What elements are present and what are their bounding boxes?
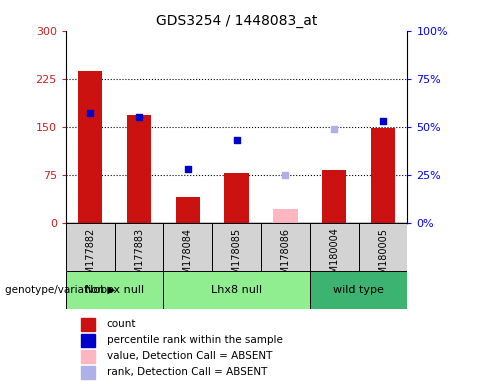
Bar xyxy=(163,223,212,271)
Point xyxy=(86,110,94,116)
Point xyxy=(233,137,241,143)
Text: GSM180004: GSM180004 xyxy=(329,227,339,286)
Text: genotype/variation ▶: genotype/variation ▶ xyxy=(5,285,115,295)
Bar xyxy=(224,173,249,223)
Bar xyxy=(212,223,261,271)
Bar xyxy=(261,223,310,271)
Bar xyxy=(310,271,407,309)
Bar xyxy=(310,223,359,271)
Text: GSM180005: GSM180005 xyxy=(378,227,388,286)
Bar xyxy=(81,350,95,363)
Bar xyxy=(115,223,163,271)
Point xyxy=(379,118,387,124)
Point xyxy=(330,126,338,132)
Bar xyxy=(176,197,200,223)
Text: GSM177883: GSM177883 xyxy=(134,227,144,286)
Text: rank, Detection Call = ABSENT: rank, Detection Call = ABSENT xyxy=(107,367,267,377)
Bar xyxy=(81,334,95,347)
Bar xyxy=(371,128,395,223)
Text: Lhx8 null: Lhx8 null xyxy=(211,285,262,295)
Bar xyxy=(66,223,115,271)
Bar xyxy=(163,271,310,309)
Title: GDS3254 / 1448083_at: GDS3254 / 1448083_at xyxy=(156,14,317,28)
Text: Nobox null: Nobox null xyxy=(85,285,144,295)
Text: GSM178085: GSM178085 xyxy=(232,227,242,286)
Bar xyxy=(359,223,407,271)
Point xyxy=(135,114,143,120)
Bar xyxy=(78,71,102,223)
Bar xyxy=(81,366,95,379)
Text: percentile rank within the sample: percentile rank within the sample xyxy=(107,335,283,345)
Text: count: count xyxy=(107,319,136,329)
Bar xyxy=(273,209,298,223)
Bar xyxy=(81,318,95,331)
Bar xyxy=(66,271,163,309)
Bar xyxy=(127,115,151,223)
Text: GSM178086: GSM178086 xyxy=(281,227,290,286)
Text: GSM177882: GSM177882 xyxy=(85,227,95,287)
Text: wild type: wild type xyxy=(333,285,384,295)
Point xyxy=(184,166,192,172)
Bar xyxy=(322,170,346,223)
Point xyxy=(282,172,289,178)
Text: value, Detection Call = ABSENT: value, Detection Call = ABSENT xyxy=(107,351,272,361)
Text: GSM178084: GSM178084 xyxy=(183,227,193,286)
